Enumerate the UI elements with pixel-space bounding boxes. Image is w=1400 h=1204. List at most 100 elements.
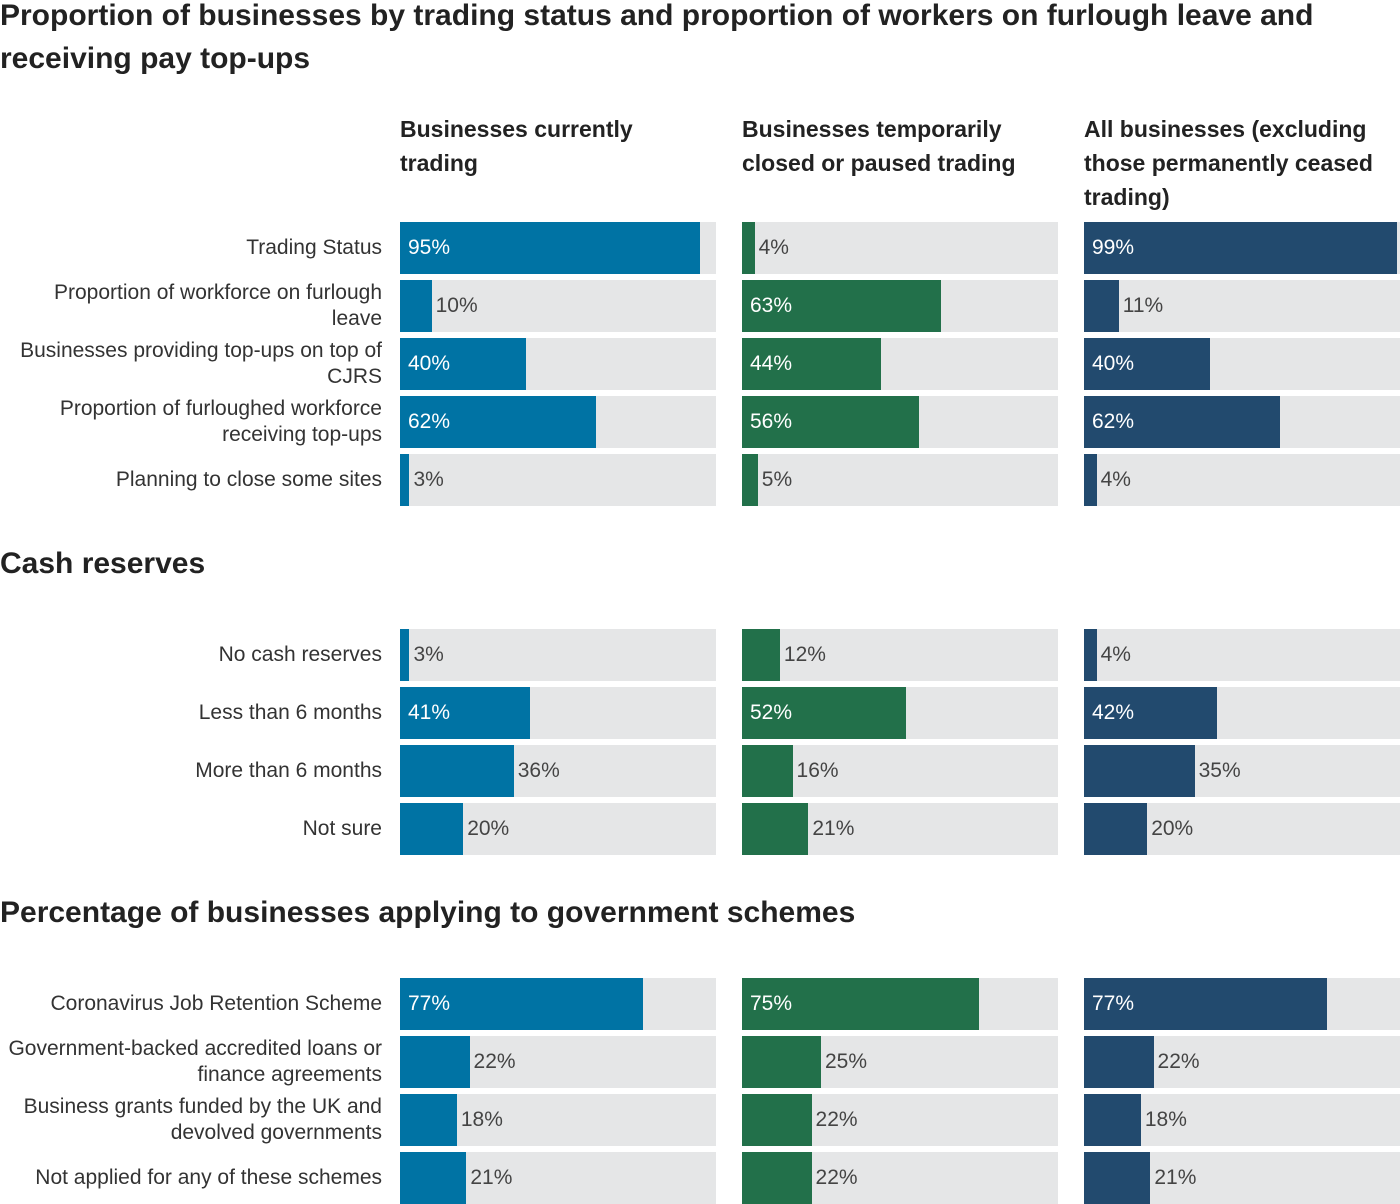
category-label: Trading Status bbox=[246, 236, 382, 259]
bar bbox=[1084, 280, 1119, 332]
bar bbox=[1084, 629, 1097, 681]
bar bbox=[742, 1094, 812, 1146]
bar bbox=[742, 629, 780, 681]
value-label: 18% bbox=[460, 1108, 503, 1131]
bar bbox=[1084, 222, 1397, 274]
bar bbox=[1084, 338, 1211, 390]
value-label: 22% bbox=[473, 1050, 516, 1073]
bar bbox=[400, 629, 410, 681]
value-label: 77% bbox=[1092, 992, 1135, 1015]
value-label: 36% bbox=[517, 759, 560, 782]
value-label: 10% bbox=[435, 294, 478, 317]
bar bbox=[1084, 745, 1195, 797]
bar bbox=[742, 1152, 812, 1204]
bar bbox=[742, 687, 907, 739]
bar-background bbox=[400, 629, 716, 681]
bar bbox=[1084, 687, 1217, 739]
category-label: Not sure bbox=[302, 817, 382, 840]
bar bbox=[1084, 396, 1280, 448]
value-label: 4% bbox=[1100, 468, 1131, 491]
value-label: 62% bbox=[408, 410, 451, 433]
value-label: 22% bbox=[815, 1108, 858, 1131]
bar bbox=[400, 745, 514, 797]
bar-background bbox=[1084, 454, 1400, 506]
bar bbox=[400, 396, 596, 448]
bar bbox=[1084, 1094, 1141, 1146]
column-header: Businesses currently trading bbox=[400, 116, 633, 176]
bar bbox=[742, 280, 942, 332]
category-label: Businesses providing top-ups on top of C… bbox=[20, 339, 382, 388]
category-label: Coronavirus Job Retention Scheme bbox=[50, 992, 382, 1015]
value-label: 40% bbox=[1092, 352, 1135, 375]
bar bbox=[742, 745, 793, 797]
bar bbox=[400, 1094, 457, 1146]
bar bbox=[400, 978, 644, 1030]
value-label: 11% bbox=[1122, 294, 1164, 317]
value-label: 41% bbox=[408, 701, 451, 724]
value-label: 99% bbox=[1092, 236, 1135, 259]
value-label: 62% bbox=[1092, 410, 1135, 433]
bar-background bbox=[742, 629, 1058, 681]
value-label: 4% bbox=[758, 236, 789, 259]
bar bbox=[400, 1036, 470, 1088]
value-label: 12% bbox=[783, 643, 826, 666]
bar bbox=[400, 454, 410, 506]
bar bbox=[742, 338, 882, 390]
value-label: 40% bbox=[408, 352, 451, 375]
value-label: 22% bbox=[1157, 1050, 1200, 1073]
bar-background bbox=[742, 745, 1058, 797]
value-label: 5% bbox=[761, 468, 793, 491]
bar-background bbox=[742, 222, 1058, 274]
value-label: 44% bbox=[750, 352, 793, 375]
bar bbox=[742, 803, 809, 855]
bar-background bbox=[400, 454, 716, 506]
value-label: 4% bbox=[1100, 643, 1131, 666]
value-label: 20% bbox=[1151, 817, 1194, 840]
bar bbox=[742, 1036, 821, 1088]
bar bbox=[1084, 1036, 1154, 1088]
value-label: 16% bbox=[796, 759, 839, 782]
section-title: Percentage of businesses applying to gov… bbox=[0, 896, 856, 929]
bar-background bbox=[742, 454, 1058, 506]
bar-background bbox=[1084, 629, 1400, 681]
bar-background bbox=[1084, 280, 1400, 332]
category-label: Proportion of workforce on furlough leav… bbox=[53, 281, 382, 330]
category-label: Planning to close some sites bbox=[115, 468, 382, 491]
value-label: 21% bbox=[812, 817, 855, 840]
bar bbox=[742, 222, 755, 274]
bar bbox=[400, 803, 464, 855]
column-header: All businesses (excluding those permanen… bbox=[1084, 116, 1373, 210]
bar bbox=[400, 338, 527, 390]
bar bbox=[742, 978, 979, 1030]
category-label: No cash reserves bbox=[218, 643, 382, 666]
category-label: Proportion of furloughed workforce recei… bbox=[59, 397, 382, 446]
bar bbox=[742, 454, 758, 506]
value-label: 95% bbox=[408, 236, 451, 259]
value-label: 20% bbox=[467, 817, 510, 840]
category-label: Government-backed accredited loans or fi… bbox=[8, 1037, 382, 1086]
value-label: 56% bbox=[750, 410, 793, 433]
section-title: Cash reserves bbox=[0, 547, 206, 580]
value-label: 18% bbox=[1144, 1108, 1187, 1131]
bar bbox=[400, 1152, 467, 1204]
bar bbox=[400, 222, 701, 274]
bar bbox=[400, 280, 432, 332]
value-label: 3% bbox=[413, 468, 444, 491]
category-label: More than 6 months bbox=[195, 759, 382, 782]
bar bbox=[742, 396, 919, 448]
value-label: 52% bbox=[750, 701, 793, 724]
bar bbox=[1084, 454, 1097, 506]
value-label: 22% bbox=[815, 1166, 858, 1189]
bar bbox=[400, 687, 530, 739]
value-label: 3% bbox=[413, 643, 444, 666]
category-label: Not applied for any of these schemes bbox=[35, 1166, 382, 1189]
category-label: Business grants funded by the UK and dev… bbox=[23, 1095, 382, 1144]
bar-background bbox=[400, 280, 716, 332]
value-label: 21% bbox=[470, 1166, 513, 1189]
column-header: Businesses temporarily closed or paused … bbox=[742, 116, 1016, 176]
category-label: Less than 6 months bbox=[198, 701, 382, 724]
section-title: Proportion of businesses by trading stat… bbox=[0, 0, 1314, 75]
value-label: 75% bbox=[750, 992, 793, 1015]
value-label: 35% bbox=[1198, 759, 1241, 782]
